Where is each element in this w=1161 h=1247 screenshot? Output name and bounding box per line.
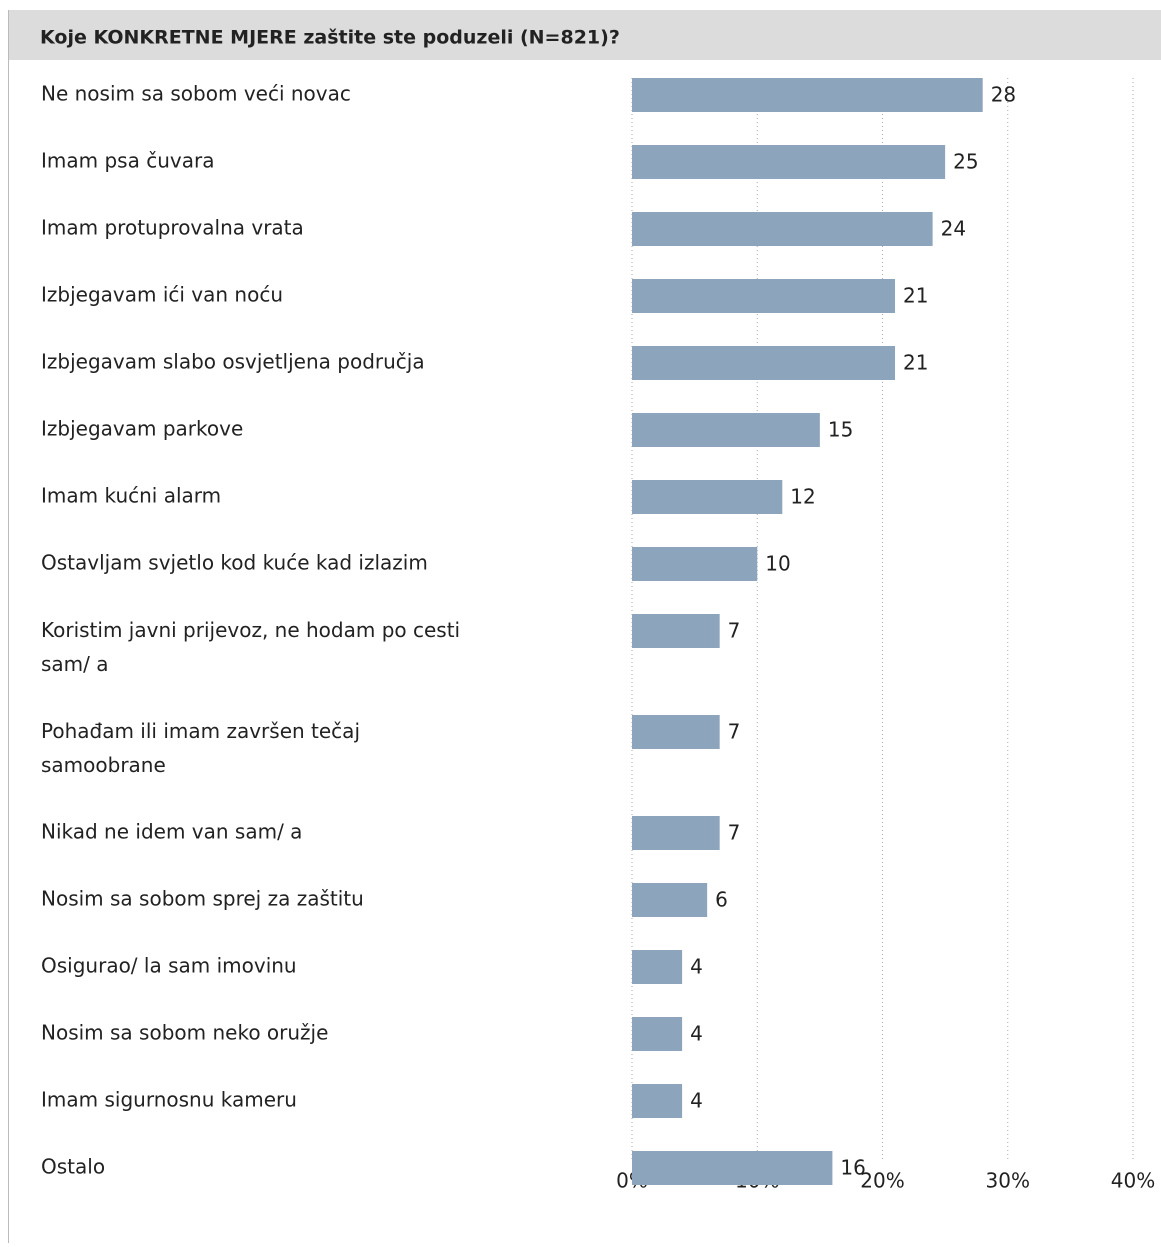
value-label: 21 (903, 351, 928, 375)
bar (632, 413, 820, 447)
bar (632, 1017, 683, 1051)
category-label: Izbjegavam parkove (41, 417, 243, 441)
category-label: Koristim javni prijevoz, ne hodam po ces… (41, 618, 460, 676)
category-label: Imam sigurnosnu kameru (41, 1088, 297, 1112)
bar (632, 950, 683, 984)
category-label: Izbjegavam ići van noću (41, 283, 283, 307)
category-label: Osigurao/ la sam imovinu (41, 954, 297, 978)
category-label: Nosim sa sobom sprej za zaštitu (41, 887, 364, 911)
label-line: sam/ a (41, 652, 109, 676)
label-line: Koristim javni prijevoz, ne hodam po ces… (41, 618, 460, 642)
bar (632, 1151, 833, 1185)
category-label: Izbjegavam slabo osvjetljena područja (41, 350, 425, 374)
value-label: 4 (690, 955, 703, 979)
value-label: 7 (728, 821, 741, 845)
category-label: Imam protuprovalna vrata (41, 216, 304, 240)
category-label: Imam psa čuvara (41, 149, 214, 173)
bar (632, 614, 720, 648)
value-label: 12 (790, 485, 815, 509)
label-line: samoobrane (41, 753, 166, 777)
value-label: 15 (828, 418, 853, 442)
x-tick-label: 40% (1111, 1169, 1155, 1193)
header-band (8, 10, 1161, 60)
bar (632, 480, 783, 514)
bar (632, 883, 708, 917)
value-label: 10 (765, 552, 790, 576)
bar (632, 1084, 683, 1118)
x-tick-label: 20% (860, 1169, 904, 1193)
bar (632, 279, 896, 313)
category-label: Ostavljam svjetlo kod kuće kad izlazim (41, 551, 428, 575)
value-label: 7 (728, 720, 741, 744)
x-tick-label: 30% (986, 1169, 1030, 1193)
value-label: 21 (903, 284, 928, 308)
bar (632, 816, 720, 850)
value-label: 4 (690, 1022, 703, 1046)
value-label: 28 (991, 83, 1016, 107)
value-label: 24 (941, 217, 966, 241)
bar (632, 212, 933, 246)
value-label: 6 (715, 888, 728, 912)
category-label: Imam kućni alarm (41, 484, 221, 508)
value-label: 7 (728, 619, 741, 643)
bar (632, 145, 946, 179)
category-label: Ostalo (41, 1155, 105, 1179)
category-label: Nikad ne idem van sam/ a (41, 820, 302, 844)
value-label: 25 (953, 150, 978, 174)
category-label: Ne nosim sa sobom veći novac (41, 82, 351, 106)
bar (632, 78, 983, 112)
bar (632, 715, 720, 749)
value-label: 4 (690, 1089, 703, 1113)
label-line: Pohađam ili imam završen tečaj (41, 719, 360, 743)
chart-title: Koje KONKRETNE MJERE zaštite ste poduzel… (40, 27, 620, 49)
category-label: Nosim sa sobom neko oružje (41, 1021, 328, 1045)
value-label: 16 (840, 1156, 865, 1180)
bar (632, 346, 896, 380)
category-label: Pohađam ili imam završen tečaj samoobrane (41, 719, 360, 777)
bar (632, 547, 758, 581)
